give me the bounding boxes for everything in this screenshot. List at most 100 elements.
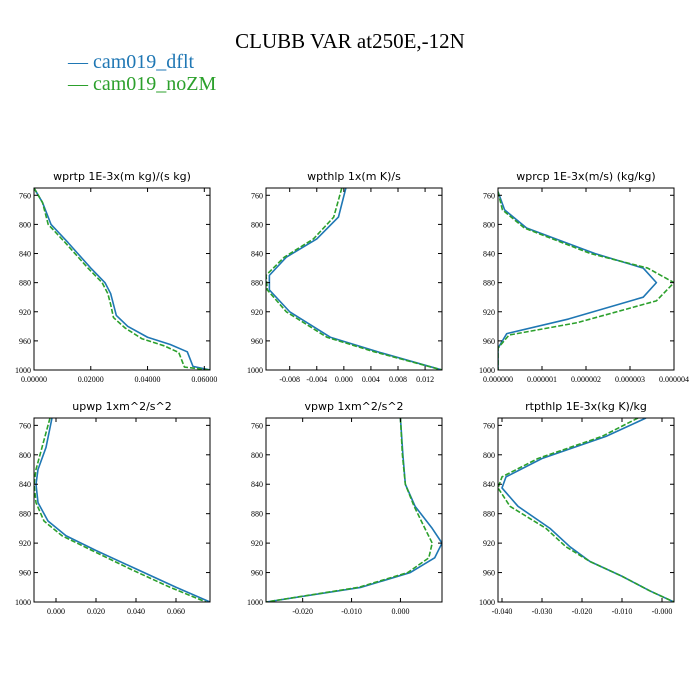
- x-tick-label-rtpthlp-2: -0.020: [572, 607, 593, 616]
- y-tick-label-rtpthlp-960: 960: [483, 569, 495, 578]
- x-tick-label-vpwp-1: -0.010: [341, 607, 362, 616]
- y-tick-label-upwp-800: 800: [19, 451, 31, 460]
- y-tick-label-upwp-1000: 1000: [15, 598, 31, 607]
- x-tick-label-vpwp-2: 0.000: [391, 607, 409, 616]
- legend-entry-dflt: — cam019_dflt: [67, 51, 195, 73]
- series-line-upwp-dflt: [35, 418, 210, 602]
- y-tick-label-vpwp-840: 840: [251, 480, 263, 489]
- y-tick-label-wprtp-960: 960: [19, 337, 31, 346]
- y-tick-label-wprcp-880: 880: [483, 279, 495, 288]
- y-tick-label-rtpthlp-800: 800: [483, 451, 495, 460]
- y-tick-label-vpwp-1000: 1000: [247, 598, 263, 607]
- legend-entry-nozm: — cam019_noZM: [67, 73, 217, 95]
- y-tick-label-wpthlp-960: 960: [251, 337, 263, 346]
- y-tick-label-vpwp-880: 880: [251, 510, 263, 519]
- series-line-wprtp-dflt: [34, 188, 210, 370]
- x-tick-label-rtpthlp-1: -0.030: [532, 607, 553, 616]
- x-tick-label-wpthlp-2: 0.000: [335, 375, 353, 384]
- x-tick-label-wpthlp-5: 0.012: [416, 375, 434, 384]
- panel-title-wprtp: wprtp 1E-3x(m kg)/(s kg): [53, 170, 191, 183]
- y-tick-label-wprcp-800: 800: [483, 220, 495, 229]
- y-tick-label-wpthlp-920: 920: [251, 308, 263, 317]
- panel-rtpthlp: rtpthlp 1E-3x(kg K)/kg 760 800 840 880 920 960…: [479, 400, 675, 616]
- y-tick-label-wprcp-960: 960: [483, 337, 495, 346]
- x-tick-label-wprcp-1: 0.000001: [527, 375, 557, 384]
- y-tick-label-upwp-840: 840: [19, 480, 31, 489]
- y-tick-label-wpthlp-840: 840: [251, 250, 263, 259]
- panel-wpthlp: wpthlp 1x(m K)/s 760 800 840 880 920 960 1000 -0…: [247, 170, 443, 384]
- y-tick-label-upwp-760: 760: [19, 421, 31, 430]
- panel-frame-wpthlp: [265, 187, 443, 371]
- x-tick-label-rtpthlp-3: -0.010: [612, 607, 633, 616]
- x-tick-label-wprcp-0: 0.000000: [483, 375, 513, 384]
- y-tick-label-rtpthlp-840: 840: [483, 480, 495, 489]
- y-tick-label-vpwp-920: 920: [251, 539, 263, 548]
- x-tick-label-vpwp-0: -0.020: [292, 607, 313, 616]
- panel-vpwp: vpwp 1xm^2/s^2 760 800 840 880 920 960 1000 -0.0…: [247, 400, 443, 616]
- panel-title-wprcp: wprcp 1E-3x(m/s) (kg/kg): [516, 170, 655, 183]
- y-tick-label-wprtp-840: 840: [19, 250, 31, 259]
- y-tick-label-wprtp-800: 800: [19, 220, 31, 229]
- y-tick-label-wprcp-840: 840: [483, 250, 495, 259]
- series-line-vpwp-nozm: [266, 418, 434, 602]
- y-tick-label-wpthlp-880: 880: [251, 279, 263, 288]
- y-tick-label-wprtp-880: 880: [19, 279, 31, 288]
- x-tick-label-wpthlp-3: 0.004: [362, 375, 380, 384]
- series-line-upwp-nozm: [34, 418, 207, 602]
- y-tick-label-rtpthlp-760: 760: [483, 421, 495, 430]
- x-tick-label-wpthlp-1: -0.004: [306, 375, 327, 384]
- x-tick-label-wprcp-3: 0.000003: [615, 375, 645, 384]
- y-tick-label-wprtp-760: 760: [19, 191, 31, 200]
- series-line-wpthlp-dflt: [268, 188, 442, 370]
- y-tick-label-rtpthlp-1000: 1000: [479, 598, 495, 607]
- panel-frame-wprcp: [497, 187, 675, 371]
- x-tick-label-wprtp-3: 0.06000: [191, 375, 217, 384]
- x-tick-label-wprtp-2: 0.04000: [135, 375, 161, 384]
- x-tick-label-upwp-0: 0.000: [47, 607, 65, 616]
- panel-upwp: upwp 1xm^2/s^2 760 800 840 880 920 960 1000 0.00…: [15, 400, 211, 616]
- series-line-wprcp-dflt: [498, 191, 658, 370]
- panel-title-rtpthlp: rtpthlp 1E-3x(kg K)/kg: [525, 400, 647, 413]
- panel-frame-wprtp: [33, 187, 211, 371]
- x-tick-label-rtpthlp-0: -0.040: [492, 607, 513, 616]
- y-tick-label-vpwp-800: 800: [251, 451, 263, 460]
- y-tick-label-rtpthlp-880: 880: [483, 510, 495, 519]
- y-tick-label-wprtp-920: 920: [19, 308, 31, 317]
- series-line-wpthlp-nozm: [266, 188, 442, 370]
- panel-title-upwp: upwp 1xm^2/s^2: [72, 400, 172, 413]
- y-tick-label-vpwp-960: 960: [251, 569, 263, 578]
- x-tick-label-wprcp-4: 0.000004: [659, 375, 689, 384]
- series-line-wprcp-nozm: [498, 191, 674, 370]
- x-tick-label-upwp-3: 0.060: [167, 607, 185, 616]
- panel-frame-rtpthlp: [497, 417, 675, 603]
- panel-wprcp: wprcp 1E-3x(m/s) (kg/kg) 760 800 840 880 920 9…: [479, 170, 689, 384]
- x-tick-label-upwp-1: 0.020: [87, 607, 105, 616]
- x-tick-label-wprtp-0: 0.00000: [21, 375, 47, 384]
- y-tick-label-upwp-960: 960: [19, 569, 31, 578]
- series-line-rtpthlp-dflt: [501, 418, 674, 602]
- y-tick-label-wpthlp-800: 800: [251, 220, 263, 229]
- x-tick-label-upwp-2: 0.040: [127, 607, 145, 616]
- y-tick-label-wpthlp-1000: 1000: [247, 366, 263, 375]
- y-tick-label-vpwp-760: 760: [251, 421, 263, 430]
- panel-wprtp: wprtp 1E-3x(m kg)/(s kg) 760 800 840 880 920 9…: [15, 170, 217, 384]
- chart-panels: wprtp 1E-3x(m kg)/(s kg) 760 800 840 880 920 9…: [15, 170, 689, 616]
- y-tick-label-rtpthlp-920: 920: [483, 539, 495, 548]
- panel-title-wpthlp: wpthlp 1x(m K)/s: [307, 170, 401, 183]
- panel-frame-upwp: [33, 417, 211, 603]
- x-tick-label-rtpthlp-4: -0.000: [652, 607, 673, 616]
- y-tick-label-upwp-880: 880: [19, 510, 31, 519]
- y-tick-label-wprcp-920: 920: [483, 308, 495, 317]
- panel-frame-vpwp: [265, 417, 443, 603]
- series-line-rtpthlp-nozm: [498, 418, 674, 602]
- x-tick-label-wprcp-2: 0.000002: [571, 375, 601, 384]
- x-tick-label-wpthlp-0: -0.008: [279, 375, 300, 384]
- y-tick-label-wprtp-1000: 1000: [15, 366, 31, 375]
- panel-title-vpwp: vpwp 1xm^2/s^2: [304, 400, 403, 413]
- y-tick-label-wpthlp-760: 760: [251, 191, 263, 200]
- x-tick-label-wpthlp-4: 0.008: [389, 375, 407, 384]
- y-tick-label-wprcp-760: 760: [483, 191, 495, 200]
- x-tick-label-wprtp-1: 0.02000: [78, 375, 104, 384]
- y-tick-label-wprcp-1000: 1000: [479, 366, 495, 375]
